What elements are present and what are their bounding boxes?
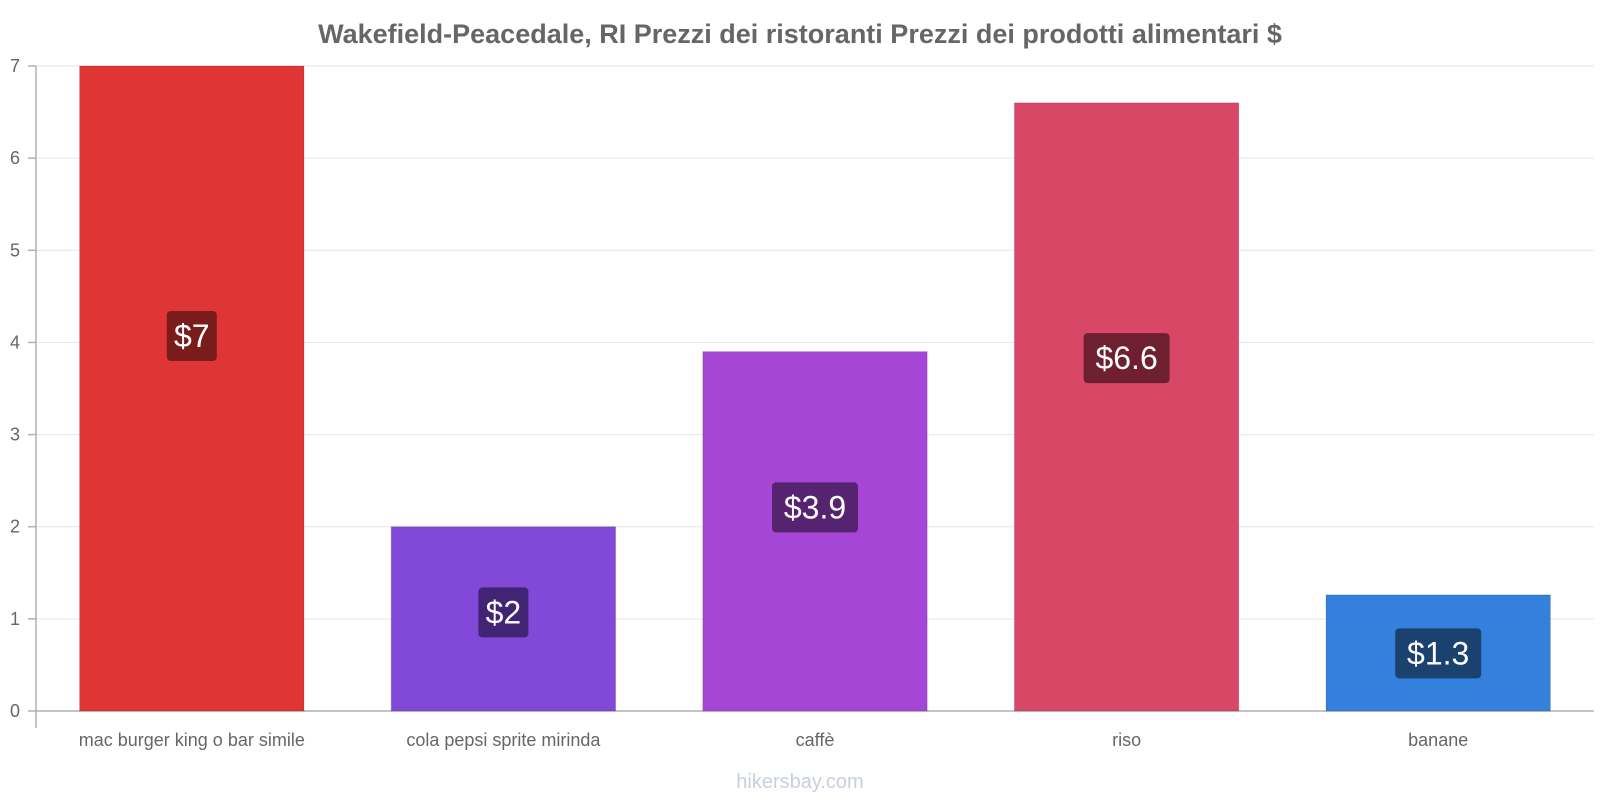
y-tick-label: 7 xyxy=(10,56,20,76)
data-label-bg-5 xyxy=(1395,628,1482,679)
data-label-2: $2 xyxy=(486,594,522,630)
data-label-1: $7 xyxy=(174,318,210,354)
data-label-bg-4 xyxy=(1083,333,1170,384)
category-label-5: banane xyxy=(1408,730,1468,750)
y-tick-labels: 0 1 2 3 4 5 6 7 xyxy=(10,56,36,721)
chart-title: Wakefield-Peacedale, RI Prezzi dei risto… xyxy=(318,19,1282,49)
bars xyxy=(79,65,1551,712)
y-tick-label: 6 xyxy=(10,148,20,168)
y-tick-label: 1 xyxy=(10,609,20,629)
data-label-bg-2 xyxy=(478,587,529,638)
data-label-bg-1 xyxy=(166,311,217,361)
category-labels: mac burger king o bar simile cola pepsi s… xyxy=(79,730,1468,750)
data-label-4: $6.6 xyxy=(1095,340,1157,376)
category-label-4: riso xyxy=(1112,730,1141,750)
category-label-1: mac burger king o bar simile xyxy=(79,730,305,750)
y-tick-label: 5 xyxy=(10,240,20,260)
y-tick-label: 2 xyxy=(10,517,20,537)
category-label-3: caffè xyxy=(796,730,835,750)
data-label-5: $1.3 xyxy=(1407,635,1469,671)
watermark: hikersbay.com xyxy=(736,771,863,793)
y-tick-label: 0 xyxy=(10,701,20,721)
y-tick-label: 3 xyxy=(10,425,20,445)
data-label-3: $3.9 xyxy=(784,489,846,525)
category-label-2: cola pepsi sprite mirinda xyxy=(406,730,601,750)
bar-1 xyxy=(79,65,305,712)
y-tick-label: 4 xyxy=(10,332,20,352)
data-label-bg-3 xyxy=(772,482,858,533)
bar-4 xyxy=(1013,102,1240,712)
data-labels: $7 $2 $3.9 $6.6 $1.3 xyxy=(166,311,1482,679)
